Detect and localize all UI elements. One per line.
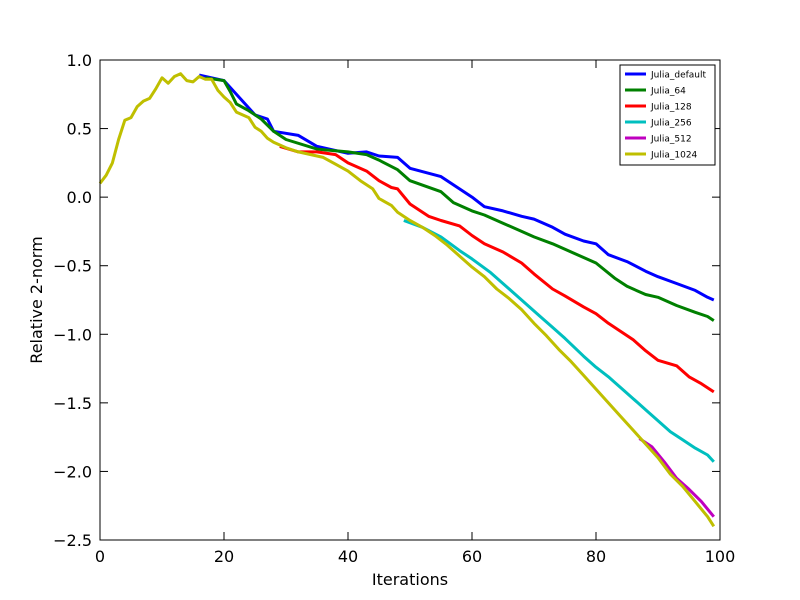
y-axis-label: Relative 2-norm bbox=[27, 236, 46, 363]
y-tick-label: 0.0 bbox=[67, 188, 92, 207]
x-tick-label: 60 bbox=[462, 547, 482, 566]
legend-label-julia-128: Julia_128 bbox=[650, 103, 692, 113]
series-line-julia-1024 bbox=[98, 72, 716, 528]
tick-layer: 0 20 40 60 80 100 1.0 0.5 0.0 −0.5 −1.0 −1.5 −2.0 −2.… bbox=[53, 51, 735, 566]
y-tick-label: 0.5 bbox=[67, 120, 92, 139]
legend-label-julia-512: Julia_512 bbox=[650, 135, 692, 145]
x-tick-label: 80 bbox=[586, 547, 606, 566]
y-tick-label: −0.5 bbox=[53, 257, 92, 276]
x-axis-label: Iterations bbox=[372, 570, 448, 589]
x-tick-label: 0 bbox=[95, 547, 105, 566]
series-line-julia-64 bbox=[205, 76, 715, 322]
legend: Julia_default Julia_64 Julia_128 Julia_256 J… bbox=[619, 64, 716, 166]
x-tick-label: 100 bbox=[705, 547, 736, 566]
legend-label-julia-default: Julia_default bbox=[650, 71, 707, 81]
y-tick-label: −2.0 bbox=[53, 462, 92, 481]
legend-box bbox=[619, 64, 716, 166]
y-tick-label: 1.0 bbox=[67, 51, 92, 70]
y-tick-label: −1.0 bbox=[53, 325, 92, 344]
x-tick-label: 20 bbox=[214, 547, 234, 566]
series-layer bbox=[98, 72, 716, 528]
legend-label-julia-1024: Julia_1024 bbox=[650, 151, 698, 161]
y-tick-label: −2.5 bbox=[53, 531, 92, 550]
plot-frame bbox=[99, 59, 721, 541]
x-tick-label: 40 bbox=[338, 547, 358, 566]
y-tick-label: −1.5 bbox=[53, 394, 92, 413]
legend-label-julia-256: Julia_256 bbox=[650, 119, 692, 129]
series-line-julia-128 bbox=[279, 144, 715, 394]
series-line-julia-256 bbox=[403, 219, 715, 463]
legend-label-julia-64: Julia_64 bbox=[650, 87, 686, 97]
